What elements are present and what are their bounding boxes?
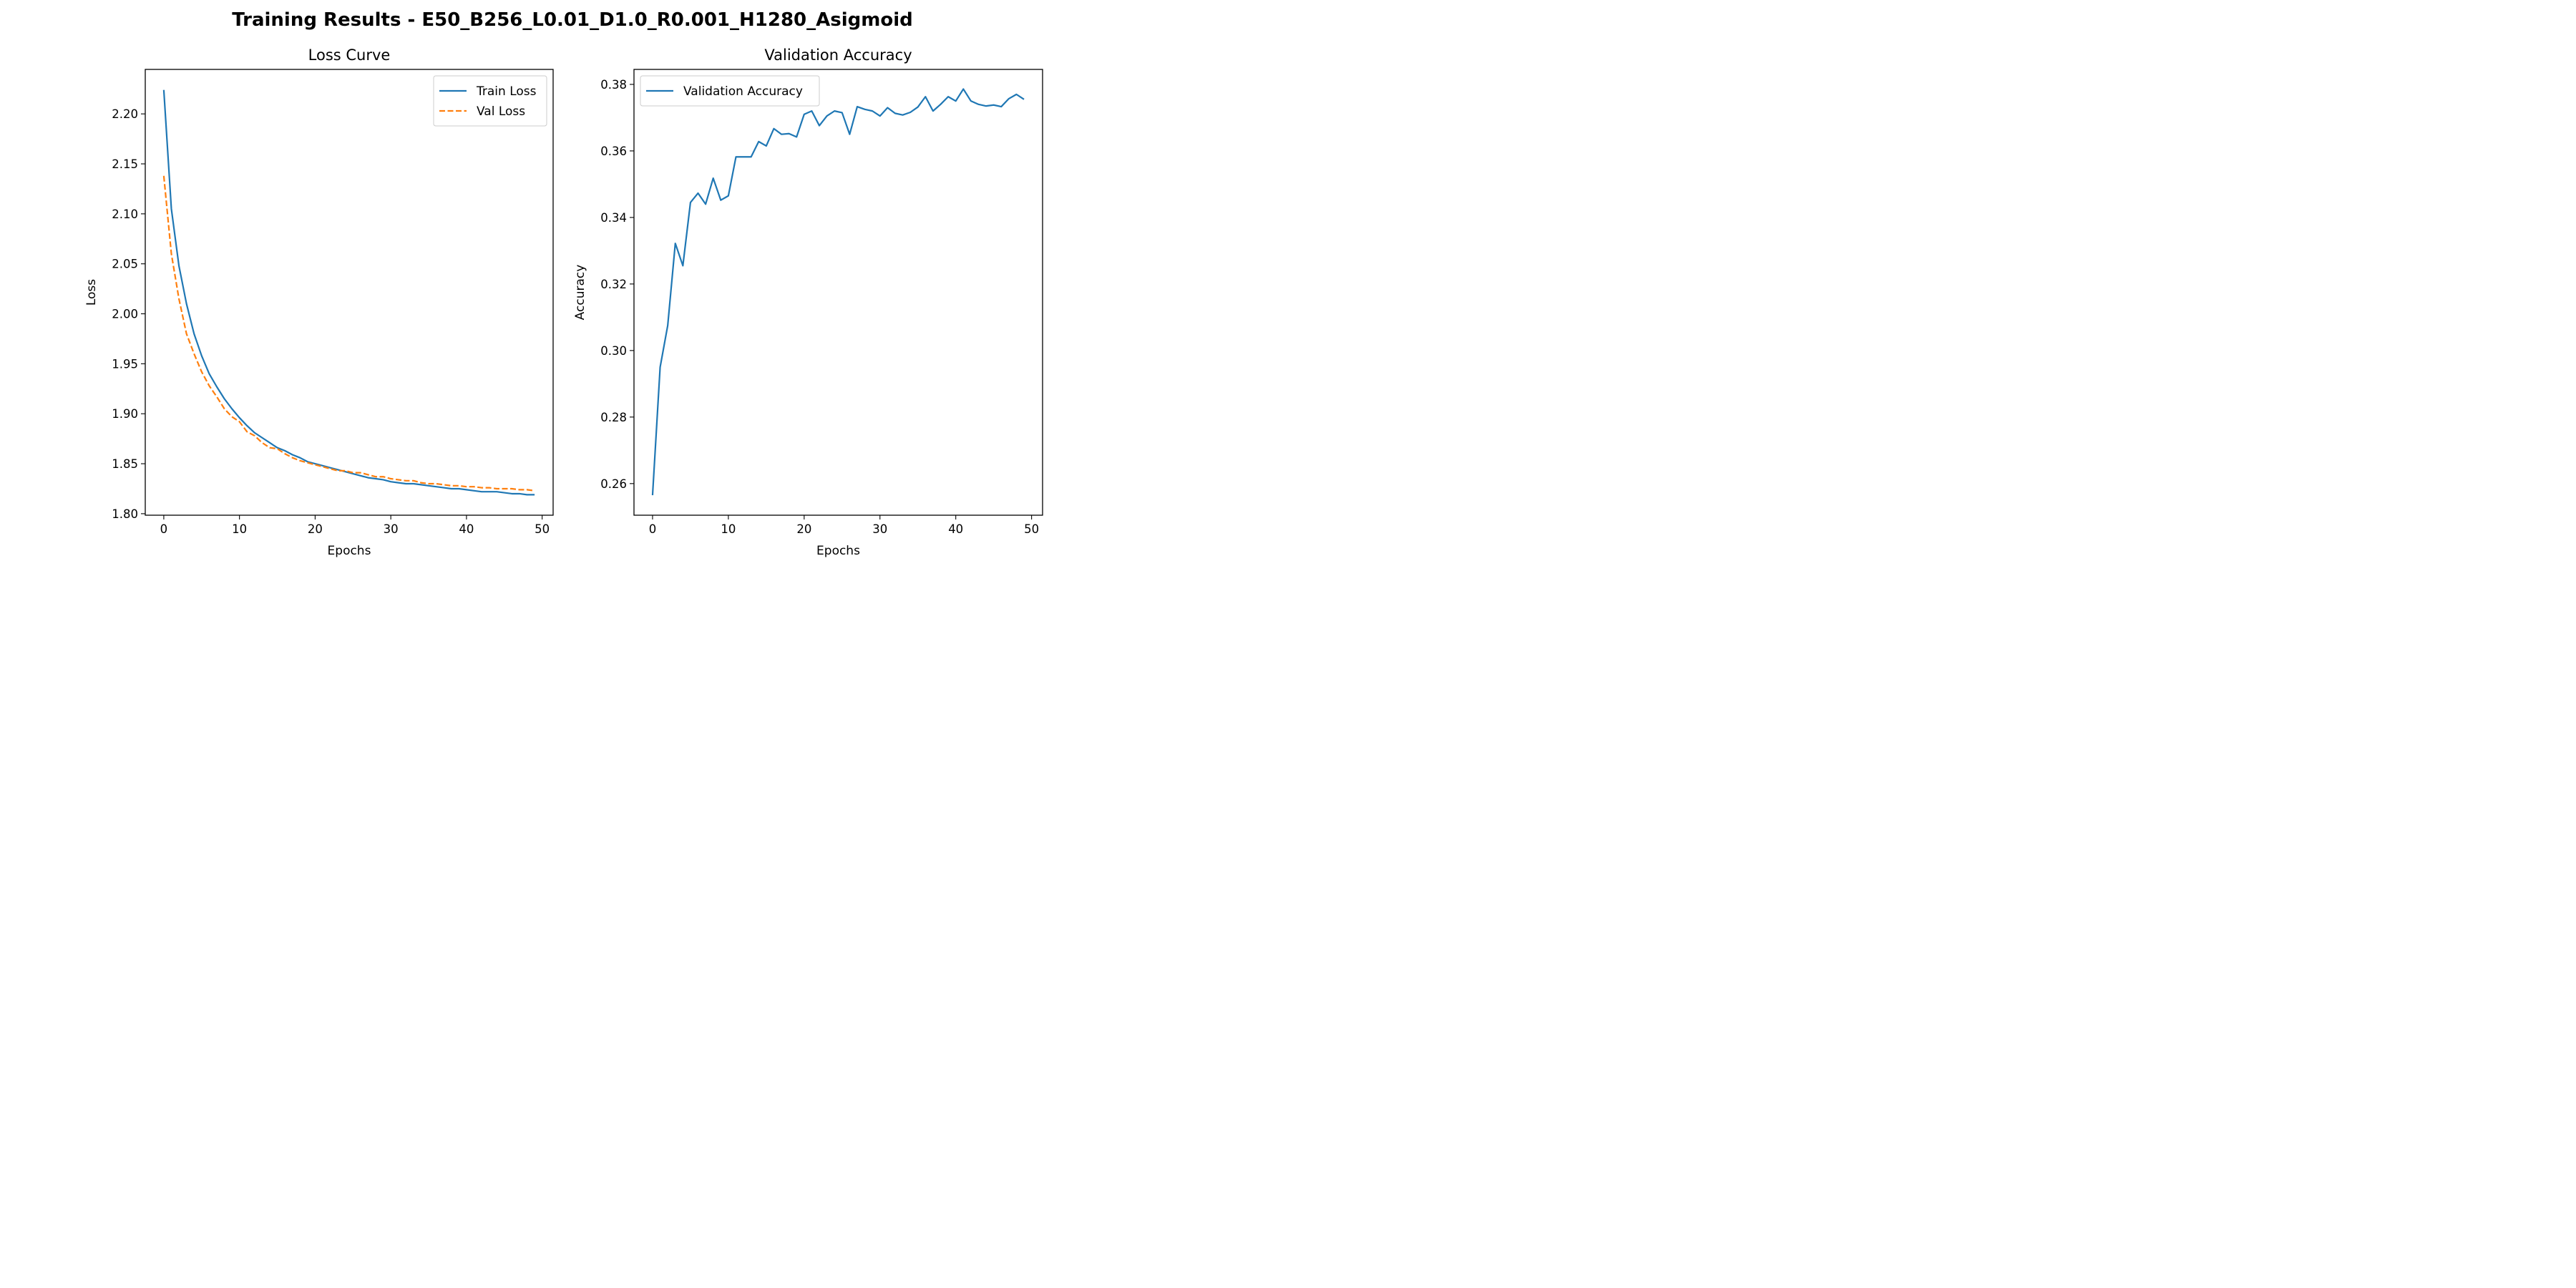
y-tick-label: 0.26	[600, 477, 627, 491]
x-tick-label: 10	[721, 522, 736, 536]
x-tick-label: 50	[1024, 522, 1039, 536]
train-loss-line	[162, 89, 535, 496]
y-tick-label: 2.20	[112, 107, 138, 121]
validation-accuracy-line	[651, 88, 1025, 496]
y-axis-label: Accuracy	[573, 265, 587, 321]
y-axis-label: Loss	[84, 279, 99, 306]
legend-label: Validation Accuracy	[683, 84, 803, 99]
y-tick-label: 2.15	[112, 157, 138, 171]
y-tick-label: 0.34	[600, 211, 627, 225]
y-tick-label: 2.10	[112, 208, 138, 221]
legend-label: Train Loss	[476, 84, 537, 99]
accuracy-legend: Validation Accuracy	[640, 75, 820, 107]
accuracy-chart-title: Validation Accuracy	[764, 47, 912, 64]
y-tick-label: 1.85	[112, 457, 138, 471]
x-axis-label: Epochs	[816, 544, 860, 558]
x-axis-label: Epochs	[328, 544, 371, 558]
figure-background	[0, 0, 1145, 572]
y-tick-label: 0.30	[600, 344, 627, 358]
val-loss-line	[162, 175, 535, 492]
loss-curve-axes: 0 10 20 30 40 50 1.80 1.85 1.90 1.95 2.00 2.05 2.10 2…	[84, 47, 554, 558]
figure: Training Results - E50_B256_L0.01_D1.0_R…	[0, 0, 1145, 572]
x-tick-label: 40	[459, 522, 474, 536]
y-tick-label: 0.28	[600, 411, 627, 424]
y-tick-label: 2.00	[112, 308, 138, 321]
x-tick-label: 40	[948, 522, 963, 536]
y-tick-label: 0.38	[600, 78, 627, 92]
y-tick-label: 0.36	[600, 145, 627, 158]
accuracy-axes-frame	[633, 69, 1043, 516]
legend-box	[433, 75, 547, 127]
x-tick-label: 30	[872, 522, 887, 536]
legend-box	[640, 75, 820, 107]
x-tick-label: 20	[796, 522, 811, 536]
figure-suptitle: Training Results - E50_B256_L0.01_D1.0_R…	[232, 9, 912, 31]
legend-label: Val Loss	[477, 104, 525, 119]
x-tick-label: 30	[384, 522, 399, 536]
x-tick-label: 20	[308, 522, 323, 536]
y-tick-label: 2.05	[112, 258, 138, 271]
x-tick-label: 50	[535, 522, 550, 536]
x-tick-label: 0	[160, 522, 168, 536]
y-tick-label: 1.90	[112, 407, 138, 421]
y-tick-label: 1.95	[112, 357, 138, 371]
y-tick-label: 0.32	[600, 278, 627, 291]
y-tick-label: 1.80	[112, 507, 138, 521]
loss-chart-title: Loss Curve	[308, 47, 391, 64]
validation-accuracy-axes: 0 10 20 30 40 50 0.26 0.28 0.30 0.32 0.34 0.36 0.38 V…	[573, 47, 1043, 558]
x-tick-label: 0	[649, 522, 657, 536]
x-tick-label: 10	[232, 522, 247, 536]
loss-legend: Train Loss Val Loss	[433, 75, 547, 127]
loss-axes-frame	[145, 69, 554, 516]
